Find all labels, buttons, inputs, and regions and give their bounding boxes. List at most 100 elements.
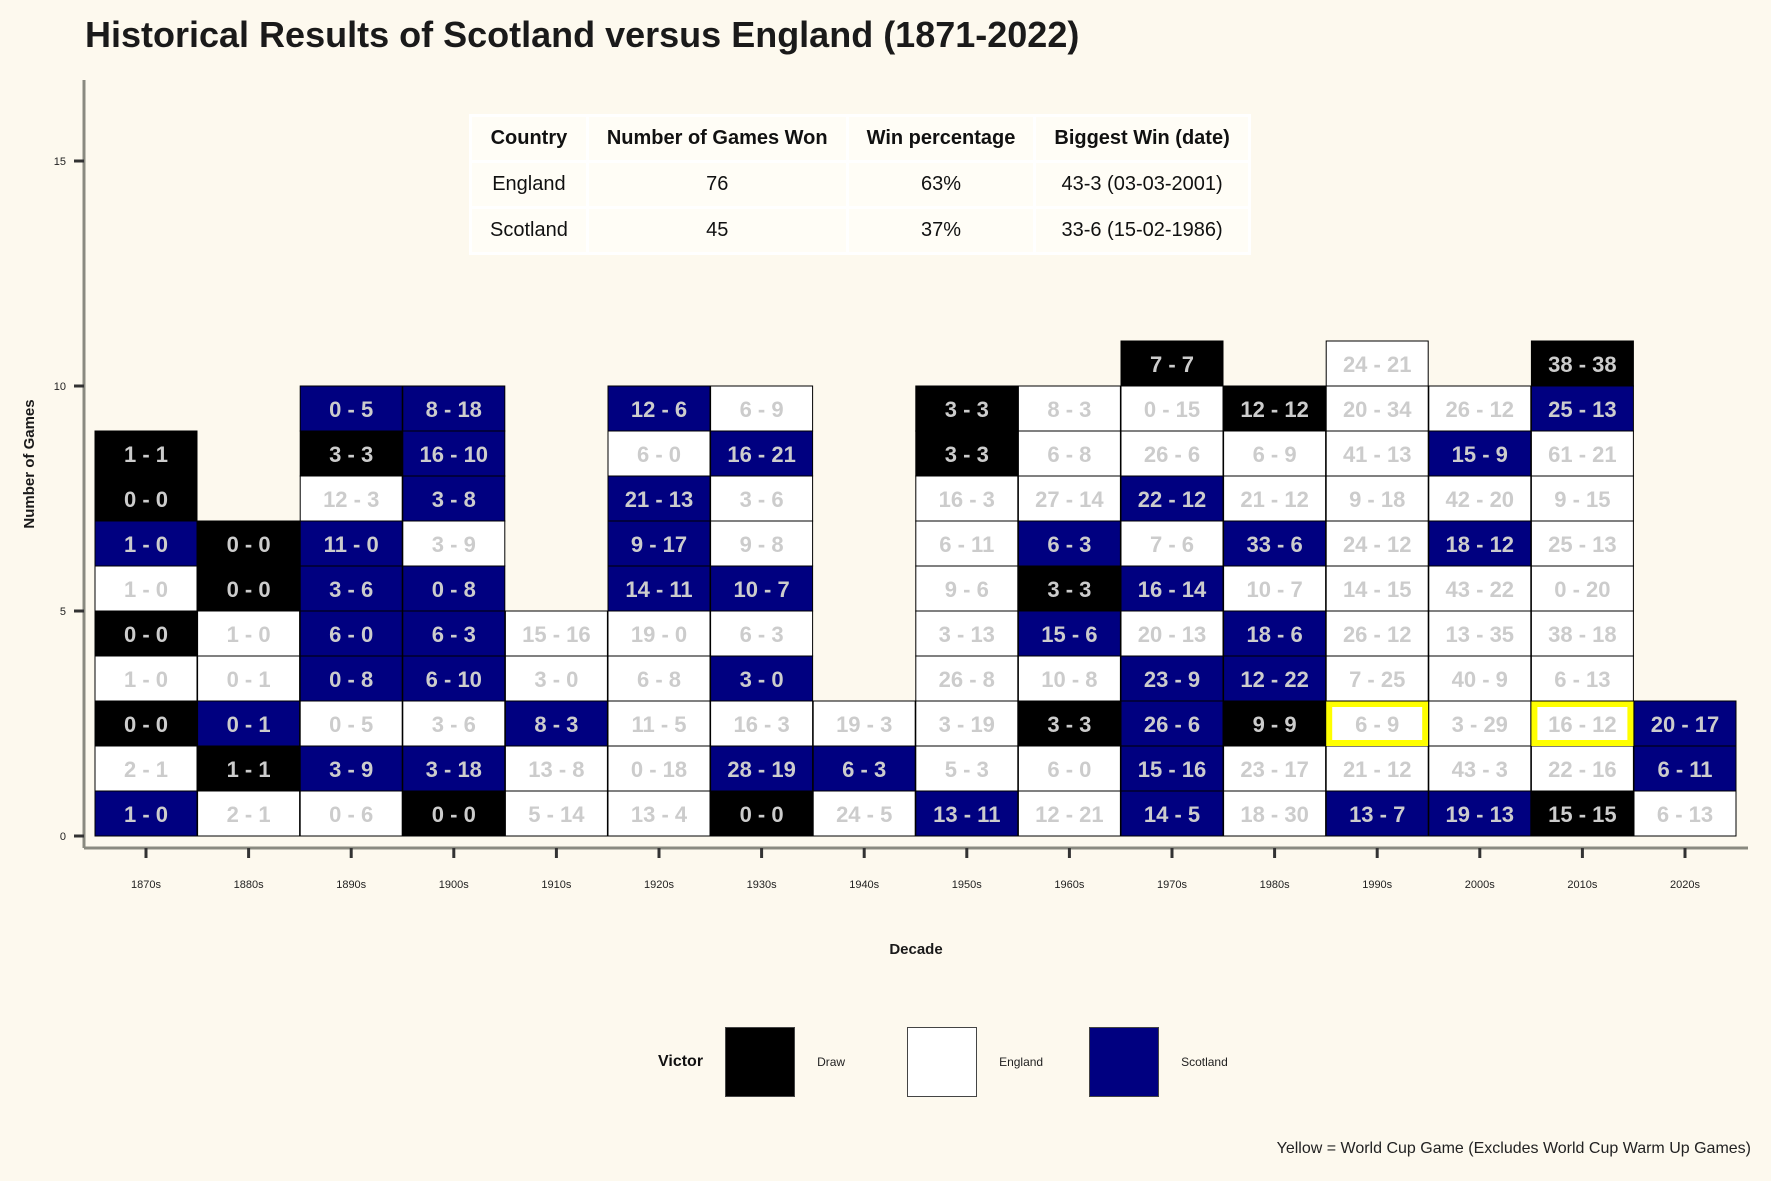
game-score-label: 6 - 13 bbox=[1657, 802, 1713, 827]
game-tile: 13 - 35 bbox=[1428, 610, 1532, 657]
game-tile: 1 - 1 bbox=[94, 430, 198, 477]
game-tile: 0 - 0 bbox=[710, 790, 814, 837]
game-tile: 38 - 18 bbox=[1530, 610, 1634, 657]
cell-games-won: 76 bbox=[585, 160, 849, 209]
game-tile-rect bbox=[1223, 745, 1327, 792]
game-tile: 18 - 12 bbox=[1428, 520, 1532, 567]
game-tile-rect bbox=[1120, 655, 1224, 702]
game-score-label: 0 - 6 bbox=[329, 802, 373, 827]
game-score-label: 6 - 8 bbox=[637, 667, 681, 692]
world-cup-highlight bbox=[1326, 701, 1429, 746]
game-score-label: 6 - 3 bbox=[740, 622, 784, 647]
chart-title: Historical Results of Scotland versus En… bbox=[85, 14, 1080, 55]
game-tile: 9 - 6 bbox=[915, 565, 1019, 612]
cell-biggest-win: 33-6 (15-02-1986) bbox=[1033, 206, 1251, 255]
game-tile: 23 - 17 bbox=[1223, 745, 1327, 792]
game-score-label: 12 - 6 bbox=[631, 397, 687, 422]
game-score-label: 0 - 20 bbox=[1554, 577, 1610, 602]
game-tile-rect bbox=[607, 700, 711, 747]
game-score-label: 3 - 6 bbox=[329, 577, 373, 602]
game-tile: 21 - 13 bbox=[607, 475, 711, 522]
game-tile: 22 - 12 bbox=[1120, 475, 1224, 522]
game-score-label: 19 - 3 bbox=[836, 712, 892, 737]
game-tile-rect bbox=[94, 655, 198, 702]
game-score-label: 0 - 8 bbox=[329, 667, 373, 692]
game-tile-rect bbox=[197, 790, 301, 837]
game-tile-rect bbox=[1223, 430, 1327, 477]
game-score-label: 6 - 9 bbox=[1355, 712, 1399, 737]
game-tile-rect bbox=[915, 430, 1019, 477]
cell-biggest-win: 43-3 (03-03-2001) bbox=[1033, 160, 1251, 209]
game-tile: 5 - 3 bbox=[915, 745, 1019, 792]
game-score-label: 9 - 9 bbox=[1253, 712, 1297, 737]
game-tile: 3 - 8 bbox=[402, 475, 506, 522]
x-tick-label: 2020s bbox=[1670, 879, 1700, 891]
game-tile-rect bbox=[197, 610, 301, 657]
y-tick-label: 15 bbox=[54, 156, 66, 168]
game-tile: 0 - 0 bbox=[94, 475, 198, 522]
game-tile: 18 - 6 bbox=[1223, 610, 1327, 657]
game-tile-rect bbox=[915, 655, 1019, 702]
game-tile-rect bbox=[94, 790, 198, 837]
game-score-label: 21 - 12 bbox=[1240, 487, 1309, 512]
game-tile: 6 - 11 bbox=[1633, 745, 1737, 792]
game-tile: 3 - 18 bbox=[402, 745, 506, 792]
game-tile: 3 - 0 bbox=[504, 655, 608, 702]
game-tile: 9 - 15 bbox=[1530, 475, 1634, 522]
game-tile-rect bbox=[1530, 610, 1634, 657]
x-tick-label: 1970s bbox=[1157, 879, 1187, 891]
game-score-label: 0 - 0 bbox=[124, 487, 168, 512]
game-tile: 6 - 11 bbox=[915, 520, 1019, 567]
game-tile: 15 - 16 bbox=[504, 610, 608, 657]
game-score-label: 25 - 13 bbox=[1548, 532, 1617, 557]
game-tile-rect bbox=[607, 790, 711, 837]
game-score-label: 3 - 0 bbox=[534, 667, 578, 692]
game-tile-rect bbox=[1633, 745, 1737, 792]
game-tile-rect bbox=[607, 520, 711, 567]
game-score-label: 12 - 3 bbox=[323, 487, 379, 512]
game-score-label: 6 - 9 bbox=[740, 397, 784, 422]
game-tile-rect bbox=[1017, 700, 1121, 747]
game-tile: 2 - 1 bbox=[197, 790, 301, 837]
game-tile: 21 - 12 bbox=[1325, 745, 1429, 792]
game-score-label: 0 - 5 bbox=[329, 397, 373, 422]
game-tile: 3 - 6 bbox=[710, 475, 814, 522]
game-tile: 0 - 18 bbox=[607, 745, 711, 792]
x-tick-label: 1900s bbox=[439, 879, 469, 891]
game-score-label: 15 - 15 bbox=[1548, 802, 1617, 827]
game-tile: 1 - 0 bbox=[94, 655, 198, 702]
game-tile-rect bbox=[1325, 340, 1429, 387]
summary-table: Country Number of Games Won Win percenta… bbox=[469, 114, 1251, 255]
game-tile: 7 - 25 bbox=[1325, 655, 1429, 702]
game-tile: 6 - 3 bbox=[1017, 520, 1121, 567]
game-tile: 8 - 18 bbox=[402, 385, 506, 432]
game-score-label: 43 - 22 bbox=[1446, 577, 1515, 602]
game-tile: 18 - 30 bbox=[1223, 790, 1327, 837]
game-tile-rect bbox=[402, 745, 506, 792]
game-tile-rect bbox=[504, 655, 608, 702]
game-tile-rect bbox=[915, 475, 1019, 522]
game-score-label: 9 - 8 bbox=[740, 532, 784, 557]
game-tile: 3 - 3 bbox=[1017, 700, 1121, 747]
game-tile: 15 - 6 bbox=[1017, 610, 1121, 657]
game-score-label: 3 - 9 bbox=[432, 532, 476, 557]
game-tile: 11 - 5 bbox=[607, 700, 711, 747]
game-score-label: 13 - 7 bbox=[1349, 802, 1405, 827]
game-tile: 10 - 7 bbox=[1223, 565, 1327, 612]
x-tick-label: 1990s bbox=[1362, 879, 1392, 891]
game-score-label: 14 - 5 bbox=[1144, 802, 1200, 827]
game-score-label: 3 - 3 bbox=[945, 397, 989, 422]
game-tile: 26 - 6 bbox=[1120, 700, 1224, 747]
x-tick-label: 2010s bbox=[1567, 879, 1597, 891]
game-tile-rect bbox=[1017, 520, 1121, 567]
game-tile-rect bbox=[402, 520, 506, 567]
game-tile-rect bbox=[402, 700, 506, 747]
game-tile-rect bbox=[299, 385, 403, 432]
game-tile: 8 - 3 bbox=[1017, 385, 1121, 432]
game-tile-rect bbox=[1223, 475, 1327, 522]
y-tick-label: 5 bbox=[60, 606, 66, 618]
game-tile: 15 - 16 bbox=[1120, 745, 1224, 792]
game-tile: 21 - 12 bbox=[1223, 475, 1327, 522]
game-tile: 3 - 3 bbox=[915, 430, 1019, 477]
game-tile: 6 - 9 bbox=[1325, 700, 1429, 747]
